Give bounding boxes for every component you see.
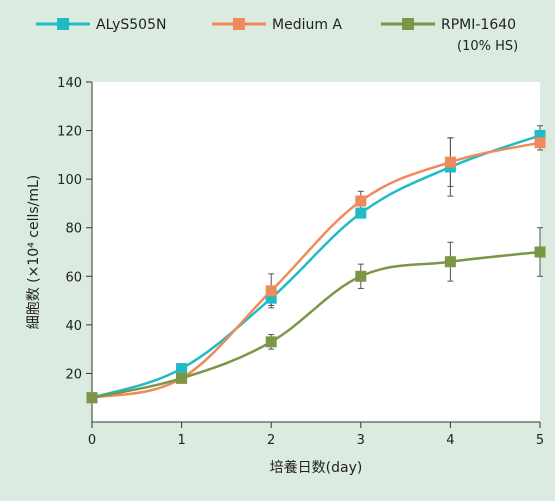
y-tick-label: 20 <box>65 367 82 382</box>
y-tick-label: 100 <box>57 173 82 188</box>
data-point-medium-a <box>265 285 277 297</box>
y-tick-label: 140 <box>57 76 82 91</box>
data-point-alys505n <box>534 129 546 141</box>
data-point-rpmi <box>534 246 546 258</box>
data-point-medium-a <box>444 156 456 168</box>
legend-label-rpmi: RPMI-1640 <box>441 17 516 33</box>
legend-marker-alys505n <box>57 18 69 30</box>
data-point-rpmi <box>86 392 98 404</box>
x-tick-label: 3 <box>357 433 365 448</box>
plot-area <box>92 82 540 422</box>
x-tick-label: 0 <box>88 433 96 448</box>
y-tick-label: 40 <box>65 319 82 334</box>
data-point-rpmi <box>265 336 277 348</box>
legend-label-rpmi-note: (10% HS) <box>457 39 518 54</box>
axes <box>91 82 540 423</box>
data-point-rpmi <box>176 372 188 384</box>
x-tick-label: 2 <box>267 433 275 448</box>
y-axis-title: 細胞数 (×10⁴ cells/mL) <box>26 175 42 330</box>
series-line-rpmi <box>91 250 541 399</box>
y-tick-label: 60 <box>65 270 82 285</box>
y-tick-label: 120 <box>57 125 82 140</box>
data-point-medium-a <box>355 195 367 207</box>
legend-label-alys505n: ALyS505N <box>96 17 166 33</box>
data-point-alys505n <box>265 292 277 304</box>
x-tick-label: 4 <box>446 433 454 448</box>
y-tick-label: 80 <box>65 222 82 237</box>
legend-marker-rpmi <box>402 18 414 30</box>
x-tick-label: 5 <box>536 433 544 448</box>
data-point-alys505n <box>355 207 367 219</box>
legend: ALyS505N Medium A RPMI-1640 (10% HS) <box>36 17 518 54</box>
data-point-rpmi <box>355 270 367 282</box>
x-tick-label: 1 <box>177 433 185 448</box>
data-point-rpmi <box>444 256 456 268</box>
legend-marker-medium-a <box>233 18 245 30</box>
data-point-medium-a <box>534 137 546 149</box>
legend-label-medium-a: Medium A <box>272 17 342 33</box>
x-axis-title: 培養日数(day) <box>270 459 363 476</box>
data-point-alys505n <box>176 363 188 375</box>
